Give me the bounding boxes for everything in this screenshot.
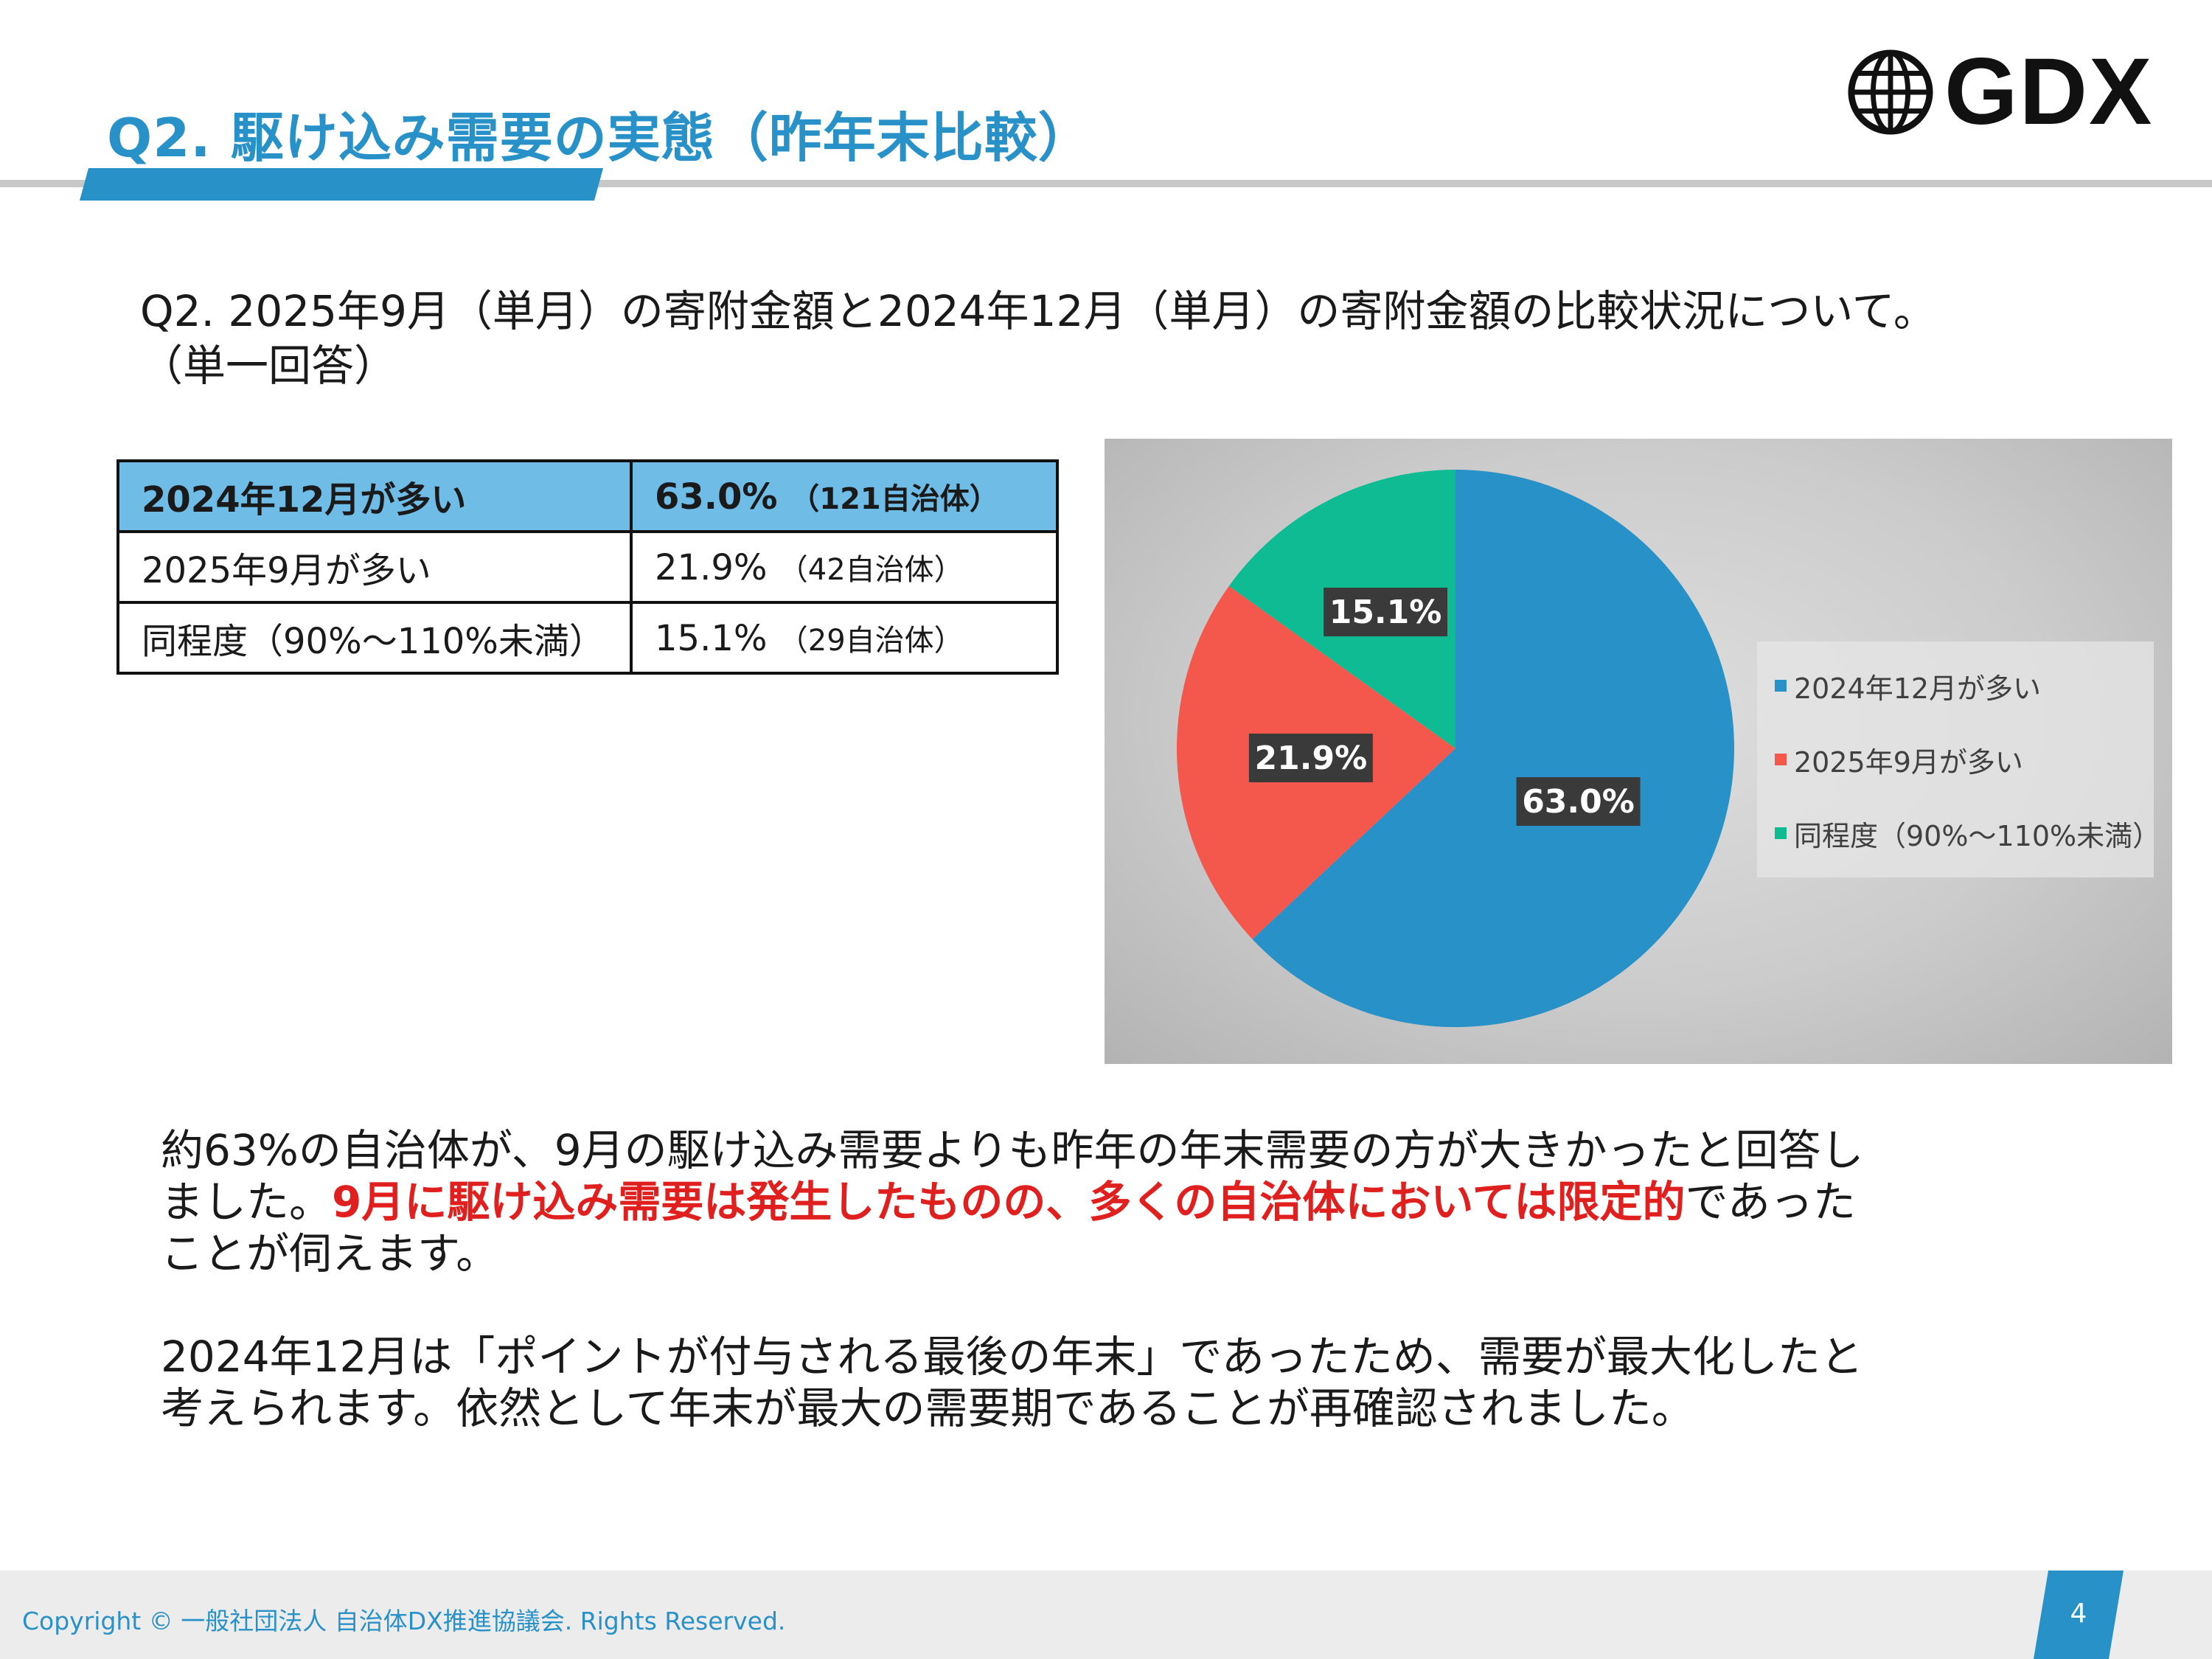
question-line-1: Q2. 2025年9月（単月）の寄附金額と2024年12月（単月）の寄附金額の比… <box>140 286 1936 336</box>
row-label: 2024年12月が多い <box>116 459 633 533</box>
row-note: （42自治体） <box>778 553 964 587</box>
question-line-2: （単一回答） <box>140 341 397 391</box>
results-table: 2024年12月が多い 63.0% （121自治体） 2025年9月が多い 21… <box>116 459 1059 675</box>
summary-paragraph-2: 2024年12月は「ポイントが付与される最後の年末」であったため、需要が最大化し… <box>161 1332 1863 1433</box>
legend-label: 2024年12月が多い <box>1794 672 2042 705</box>
pie-chart-panel: 63.0% 21.9% 15.1% 2024年12月が多い 2025年9月が多い 同… <box>1105 439 2172 1064</box>
data-label-box <box>1324 588 1448 637</box>
legend-item: 2024年12月が多い <box>1775 664 2041 708</box>
summary-paragraph-1: 約63%の自治体が、9月の駆け込み需要よりも昨年の年末需要の方が大きかったと回答… <box>161 1124 1893 1279</box>
legend-swatch <box>1775 680 1787 692</box>
data-label-box <box>1248 733 1373 782</box>
data-label: 15.1% <box>1324 588 1448 637</box>
legend-label: 2025年9月が多い <box>1794 745 2023 779</box>
summary-text: 約63%の自治体が、9月の駆け込み需要よりも昨年の年末需要の方が大きかったと回答… <box>161 1124 1893 1486</box>
row-label: 同程度（90%～110%未満） <box>116 601 633 675</box>
data-label-text: 63.0% <box>1522 783 1635 821</box>
data-label-text: 15.1% <box>1329 594 1442 631</box>
copyright-text: Copyright © 一般社団法人 自治体DX推進協議会. Rights Re… <box>22 1607 786 1635</box>
page-number-tab: 4 <box>2034 1571 2124 1659</box>
row-value-cell: 63.0% （121自治体） <box>630 459 1059 533</box>
row-note: （29自治体） <box>778 624 964 658</box>
data-label: 63.0% <box>1516 777 1641 827</box>
header-accent-bar <box>80 168 603 201</box>
row-value-cell: 15.1% （29自治体） <box>630 601 1059 675</box>
row-note: （121自治体） <box>790 482 999 516</box>
legend-item: 同程度（90%～110%未満） <box>1775 811 2160 855</box>
row-value: 21.9% <box>655 547 768 588</box>
summary-text-part: 約63%の自治体が、9月の駆け込み需要よりも昨年の年末需要の方が大きかったと回答… <box>161 1125 1864 1227</box>
globe-icon <box>1848 49 1933 135</box>
emphasis-text: 9月に駆け込み需要は発生したものの、多くの自治体においては限定的 <box>332 1177 1686 1227</box>
row-label: 2025年9月が多い <box>116 530 633 604</box>
header-rule <box>0 180 2212 187</box>
page-number: 4 <box>2070 1599 2087 1629</box>
data-label-text: 21.9% <box>1255 740 1368 777</box>
legend-swatch <box>1775 827 1787 839</box>
summary-text-part: であったことが伺えます。 <box>161 1177 1856 1279</box>
chart-legend: 2024年12月が多い 2025年9月が多い 同程度（90%～110%未満） <box>1757 641 2160 877</box>
pie-slice <box>1252 470 1734 1027</box>
logo-text: GDX <box>1944 39 2154 145</box>
question-text: Q2. 2025年9月（単月）の寄附金額と2024年12月（単月）の寄附金額の比… <box>140 284 2131 393</box>
data-label-box <box>1516 777 1641 827</box>
legend-label: 同程度（90%～110%未満） <box>1794 819 2161 852</box>
gdx-logo: GDX <box>1847 44 2179 140</box>
row-value: 15.1% <box>655 618 768 659</box>
table-row: 同程度（90%～110%未満） 15.1% （29自治体） <box>116 601 1059 675</box>
table-row: 2024年12月が多い 63.0% （121自治体） <box>116 459 1059 533</box>
row-value: 63.0% <box>655 476 778 518</box>
slide-title: Q2. 駆け込み需要の実態（昨年末比較） <box>107 107 1092 169</box>
pie-chart: 63.0% 21.9% 15.1% <box>1177 470 1734 1027</box>
data-label: 21.9% <box>1248 733 1373 782</box>
legend-item: 2025年9月が多い <box>1775 737 2023 782</box>
footer: Copyright © 一般社団法人 自治体DX推進協議会. Rights Re… <box>0 1571 2212 1659</box>
row-value-cell: 21.9% （42自治体） <box>630 530 1059 604</box>
legend-swatch <box>1775 754 1787 765</box>
table-row: 2025年9月が多い 21.9% （42自治体） <box>116 530 1059 604</box>
